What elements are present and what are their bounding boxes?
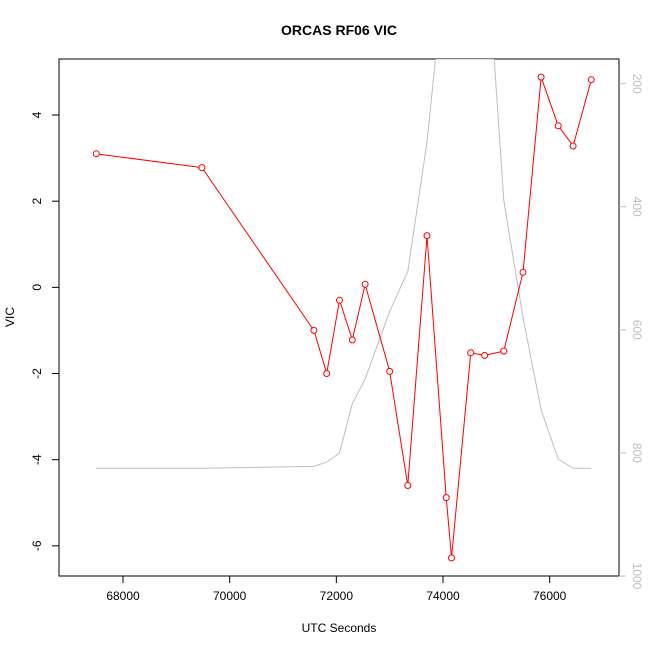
vic-point xyxy=(519,268,527,276)
vic-point xyxy=(404,482,412,489)
x-tick-label: 76000 xyxy=(533,589,567,603)
vic-point xyxy=(569,142,577,150)
x-tick-label: 72000 xyxy=(320,589,354,603)
y-tick-label: 0 xyxy=(30,284,44,291)
vic-point xyxy=(587,76,595,84)
right-axis: 200 400 600 800 1000 xyxy=(619,74,644,590)
y-tick-label: 4 xyxy=(30,111,44,118)
vic-line-segment xyxy=(541,79,558,124)
vic-point xyxy=(323,370,331,377)
vic-line-segment xyxy=(326,303,340,371)
vic-point xyxy=(348,336,356,344)
vic-point xyxy=(336,296,343,304)
x-axis: 68000 70000 72000 74000 76000 xyxy=(106,576,567,603)
vic-line-segment xyxy=(504,275,523,349)
y-tick-label: 2 xyxy=(30,198,44,205)
vic-line-segment xyxy=(451,355,471,555)
vic-line-segment xyxy=(487,351,502,356)
y-tick-label: -6 xyxy=(30,540,44,551)
right-tick-label: 400 xyxy=(630,197,644,217)
vic-point xyxy=(481,351,489,359)
vic-series xyxy=(92,73,595,562)
vic-point xyxy=(423,232,431,240)
vic-line-segment xyxy=(340,302,352,338)
right-tick-label: 1000 xyxy=(630,563,644,590)
vic-line-segment xyxy=(365,287,390,369)
vic-point xyxy=(361,280,369,288)
right-tick-label: 800 xyxy=(630,443,644,463)
vic-line-segment xyxy=(389,374,408,483)
pressure-line xyxy=(96,59,592,469)
vic-point xyxy=(92,150,100,158)
vic-point xyxy=(386,367,394,375)
vic-line-segment xyxy=(407,238,428,483)
vic-line-segment xyxy=(573,82,591,144)
vic-point xyxy=(448,554,455,562)
vic-point xyxy=(198,164,206,172)
y-axis: -6 -4 -2 0 2 4 xyxy=(30,111,59,551)
vic-point xyxy=(537,73,545,81)
right-tick-label: 600 xyxy=(630,320,644,340)
vic-line-segment xyxy=(352,287,365,338)
vic-line-segment xyxy=(559,127,572,144)
x-tick-label: 68000 xyxy=(106,589,140,603)
vic-point xyxy=(500,347,508,355)
vic-point xyxy=(467,349,475,357)
vic-line-segment xyxy=(314,333,327,371)
vic-line-segment xyxy=(522,80,542,270)
y-tick-label: -2 xyxy=(30,368,44,379)
vic-line-segment xyxy=(203,169,313,329)
right-tick-label: 200 xyxy=(630,74,644,94)
x-axis-label: UTC Seconds xyxy=(302,621,377,635)
vic-line-segment xyxy=(473,352,482,356)
vic-point xyxy=(310,326,318,334)
vic-line-segment xyxy=(426,238,447,495)
vic-point xyxy=(442,494,450,502)
vic-line-segment xyxy=(446,500,452,555)
pressure-series xyxy=(96,59,592,469)
y-tick-label: -4 xyxy=(30,454,44,465)
plot-frame xyxy=(58,58,620,577)
vic-point xyxy=(554,122,562,130)
x-tick-label: 70000 xyxy=(213,589,247,603)
x-tick-label: 74000 xyxy=(426,589,460,603)
vic-line-segment xyxy=(99,153,200,168)
chart-title: ORCAS RF06 VIC xyxy=(281,22,397,38)
y-axis-label: VIC xyxy=(3,307,17,327)
